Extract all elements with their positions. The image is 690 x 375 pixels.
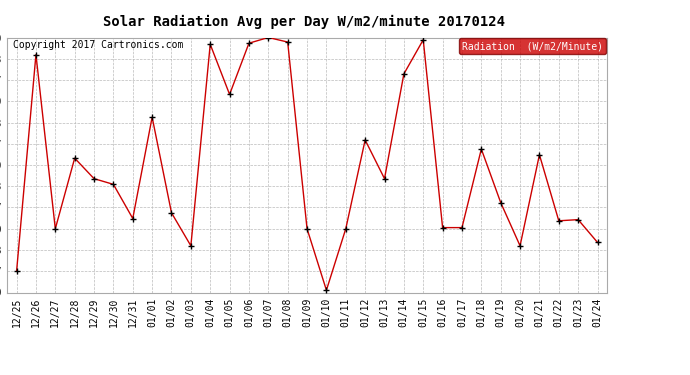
Legend: Radiation  (W/m2/Minute): Radiation (W/m2/Minute) xyxy=(460,39,607,54)
Text: Solar Radiation Avg per Day W/m2/minute 20170124: Solar Radiation Avg per Day W/m2/minute … xyxy=(103,15,504,29)
Text: Copyright 2017 Cartronics.com: Copyright 2017 Cartronics.com xyxy=(13,40,184,50)
